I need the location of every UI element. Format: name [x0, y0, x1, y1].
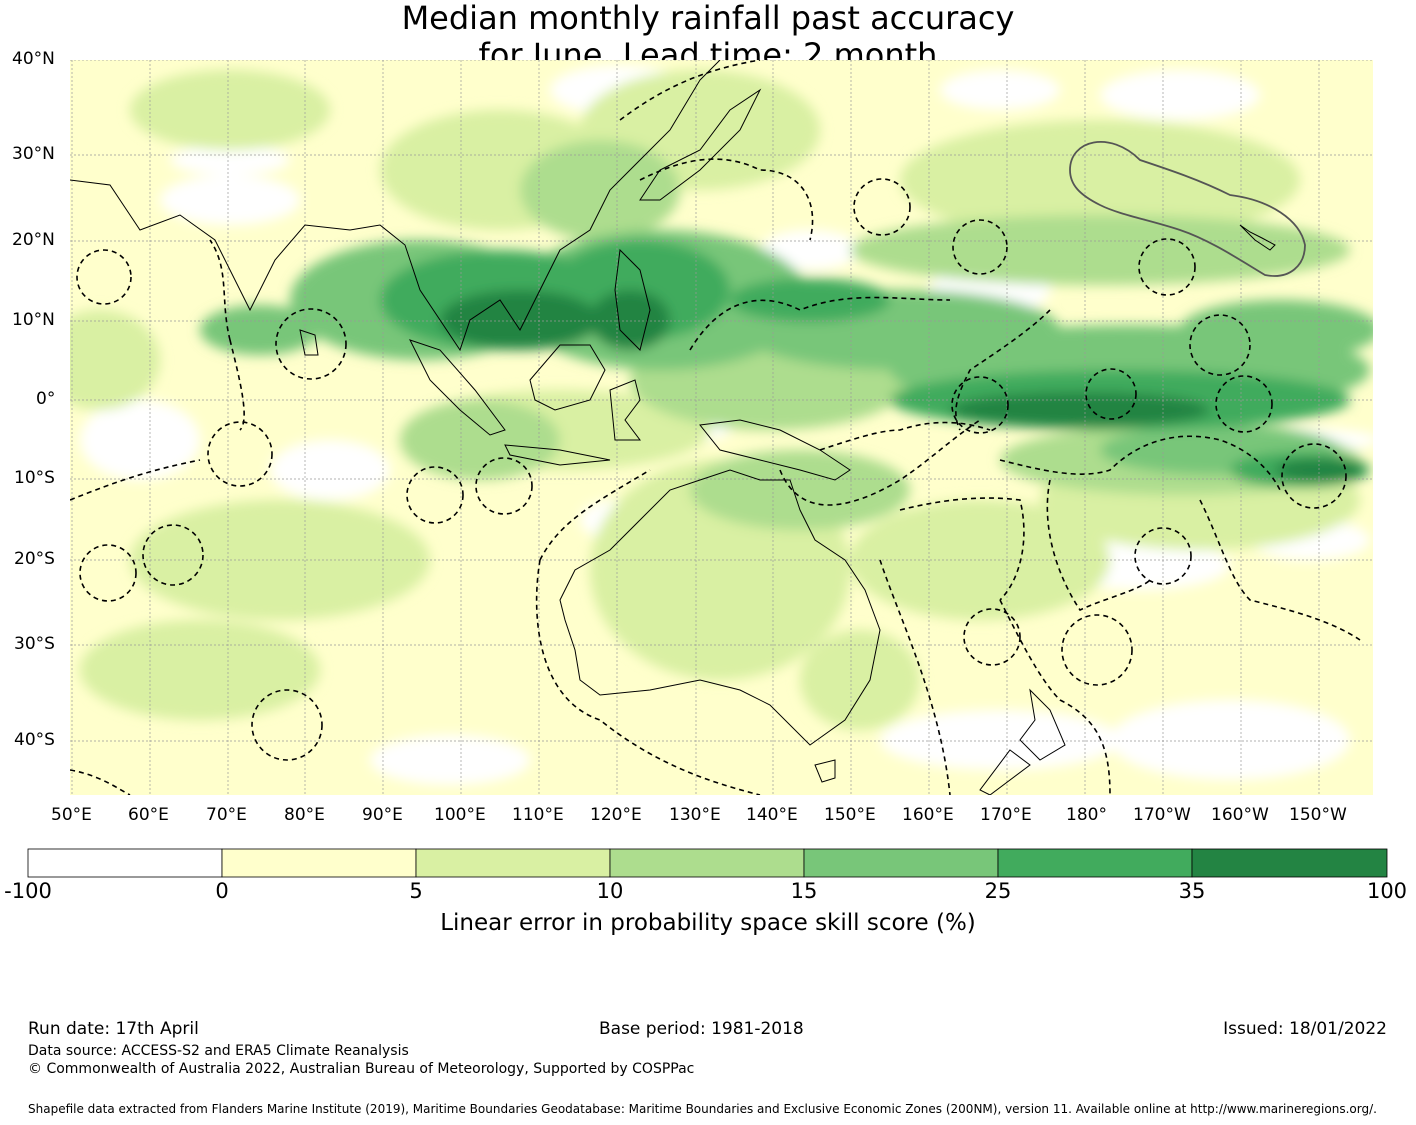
colorbar-bin-1 — [27, 848, 223, 878]
lon-label: 100°E — [434, 805, 486, 825]
lon-label: 160°W — [1211, 805, 1269, 825]
skill-field — [70, 65, 1373, 785]
colorbar-tick: 25 — [984, 879, 1012, 903]
lon-label: 70°E — [206, 805, 247, 825]
colorbar-bin-4 — [609, 848, 805, 878]
philippines-coast — [614, 248, 651, 351]
colorbar-bin-3 — [415, 848, 611, 878]
colorbar-tick: 100 — [1366, 879, 1408, 903]
colorbar-tick: 15 — [790, 879, 818, 903]
lon-label: 130°E — [669, 805, 721, 825]
eez-boundaries — [70, 60, 1361, 795]
lon-label: 160°E — [902, 805, 954, 825]
coastlines — [70, 60, 1276, 795]
lon-label: 180° — [1066, 805, 1107, 825]
colorbar-bin-2 — [221, 848, 417, 878]
sulawesi-coast — [609, 379, 641, 441]
colorbar-label: Linear error in probability space skill … — [440, 910, 976, 936]
issued-date: Issued: 18/01/2022 — [1223, 1019, 1387, 1039]
colorbar-bin-5 — [803, 848, 999, 878]
new-zealand-south-coast — [979, 749, 1031, 795]
lon-label: 150°E — [824, 805, 876, 825]
graticule — [70, 60, 1373, 795]
colorbar-tick: 35 — [1178, 879, 1206, 903]
lon-label: 140°E — [746, 805, 798, 825]
shapefile-credit: Shapefile data extracted from Flanders M… — [28, 1102, 1377, 1116]
colorbar-tick: 5 — [409, 879, 423, 903]
data-source: Data source: ACCESS-S2 and ERA5 Climate … — [28, 1043, 409, 1059]
hawaii-coast — [1239, 224, 1276, 251]
colorbar-tick: -100 — [4, 879, 52, 903]
colorbar-bin-7 — [1191, 848, 1388, 878]
lon-label: 150°W — [1289, 805, 1347, 825]
lon-label: 110°E — [512, 805, 564, 825]
lat-label: 30°S — [14, 634, 55, 654]
borneo-coast — [529, 344, 606, 411]
lat-label: 20°S — [14, 549, 55, 569]
lon-label: 90°E — [362, 805, 403, 825]
lat-label: 20°N — [12, 230, 55, 250]
lat-label: 40°N — [12, 49, 55, 69]
lon-label: 170°W — [1133, 805, 1191, 825]
colorbar-tick: 10 — [596, 879, 624, 903]
lat-label: 10°S — [14, 468, 55, 488]
lon-label: 60°E — [128, 805, 169, 825]
java-coast — [504, 444, 611, 466]
lat-label: 0° — [36, 389, 56, 409]
japan-coast — [639, 88, 762, 201]
base-period: Base period: 1981-2018 — [599, 1019, 804, 1039]
lon-label: 120°E — [590, 805, 642, 825]
lat-label: 30°N — [12, 144, 55, 164]
lat-label: 10°N — [12, 310, 55, 330]
asia-coast — [70, 60, 721, 352]
run-date: Run date: 17th April — [28, 1019, 199, 1039]
sri-lanka-coast — [299, 329, 319, 356]
lon-label: 50°E — [51, 805, 92, 825]
copyright: © Commonwealth of Australia 2022, Austra… — [28, 1061, 695, 1077]
new-guinea-coast — [699, 419, 851, 481]
lon-label: 80°E — [284, 805, 325, 825]
sumatra-coast — [409, 339, 506, 436]
lon-label: 170°E — [980, 805, 1032, 825]
tasmania-coast — [814, 759, 836, 783]
new-zealand-coast — [1019, 688, 1066, 761]
colorbar-tick: 0 — [215, 879, 229, 903]
hawaii-eez-boundary — [1069, 141, 1306, 277]
lat-label: 40°S — [14, 730, 55, 750]
colorbar — [27, 848, 1388, 878]
colorbar-bin-6 — [997, 848, 1193, 878]
australia-coast — [559, 469, 881, 746]
chart-title-line-1: Median monthly rainfall past accuracy — [401, 0, 1015, 37]
